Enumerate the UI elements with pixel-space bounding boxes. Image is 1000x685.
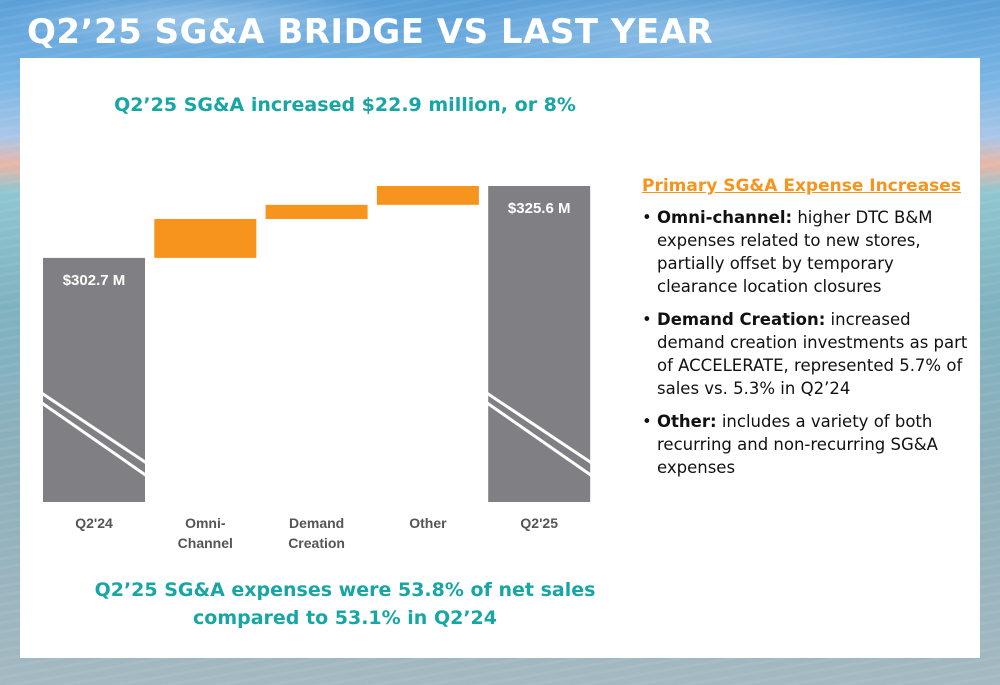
bullet-lead: Other: — [657, 412, 717, 431]
slide-title: Q2’25 SG&A BRIDGE VS LAST YEAR — [27, 12, 714, 52]
x-tick-label: Channel — [178, 535, 233, 551]
axis-break-mark — [30, 384, 158, 485]
panel-heading: Primary SG&A Expense Increases — [642, 176, 961, 196]
bullet-lead: Omni-channel: — [657, 208, 793, 227]
x-tick-label: Creation — [288, 535, 345, 551]
x-tick-label: Omni- — [185, 515, 226, 531]
bullet-list: • Omni-channel: higher DTC B&M expenses … — [642, 206, 972, 479]
summary-line-2: compared to 53.1% in Q2’24 — [193, 607, 497, 629]
content-card: Q2’25 SG&A increased $22.9 million, or 8… — [20, 58, 980, 658]
bullet-icon: • — [642, 412, 652, 431]
bar-omni-channel — [154, 218, 257, 258]
bullet-omni-channel: • Omni-channel: higher DTC B&M expenses … — [642, 206, 972, 298]
axis-break-mark — [475, 384, 604, 485]
bullet-icon: • — [642, 208, 652, 227]
x-tick-label: Q2'25 — [520, 515, 558, 531]
x-tick-label: Q2'24 — [75, 515, 113, 531]
expense-increases-panel: Primary SG&A Expense Increases • Omni-ch… — [642, 176, 972, 489]
data-label: $302.7 M — [63, 272, 126, 289]
bullet-lead: Demand Creation: — [657, 310, 826, 329]
bullet-other: • Other: includes a variety of both recu… — [642, 410, 972, 479]
x-tick-label: Demand — [289, 515, 344, 531]
data-label: $325.6 M — [508, 200, 571, 217]
bullet-text: includes a variety of both recurring and… — [657, 412, 938, 477]
bullet-demand-creation: • Demand Creation: increased demand crea… — [642, 308, 972, 400]
bullet-text: increased demand creation investments as… — [657, 310, 968, 398]
bar-q2-25 — [488, 186, 591, 502]
chart-headline: Q2’25 SG&A increased $22.9 million, or 8… — [114, 94, 576, 116]
summary-line-1: Q2’25 SG&A expenses were 53.8% of net sa… — [94, 579, 596, 601]
bullet-text: higher DTC B&M expenses related to new s… — [657, 208, 933, 296]
waterfall-chart: $302.7 M Q2'24 Omni- Channel Demand Creation O… — [30, 186, 604, 551]
x-tick-label: Other — [409, 515, 447, 531]
bar-demand-creation — [265, 204, 368, 219]
summary-text: Q2’25 SG&A expenses were 53.8% of net sa… — [20, 576, 670, 632]
bar-other — [376, 186, 479, 205]
bullet-icon: • — [642, 310, 652, 329]
